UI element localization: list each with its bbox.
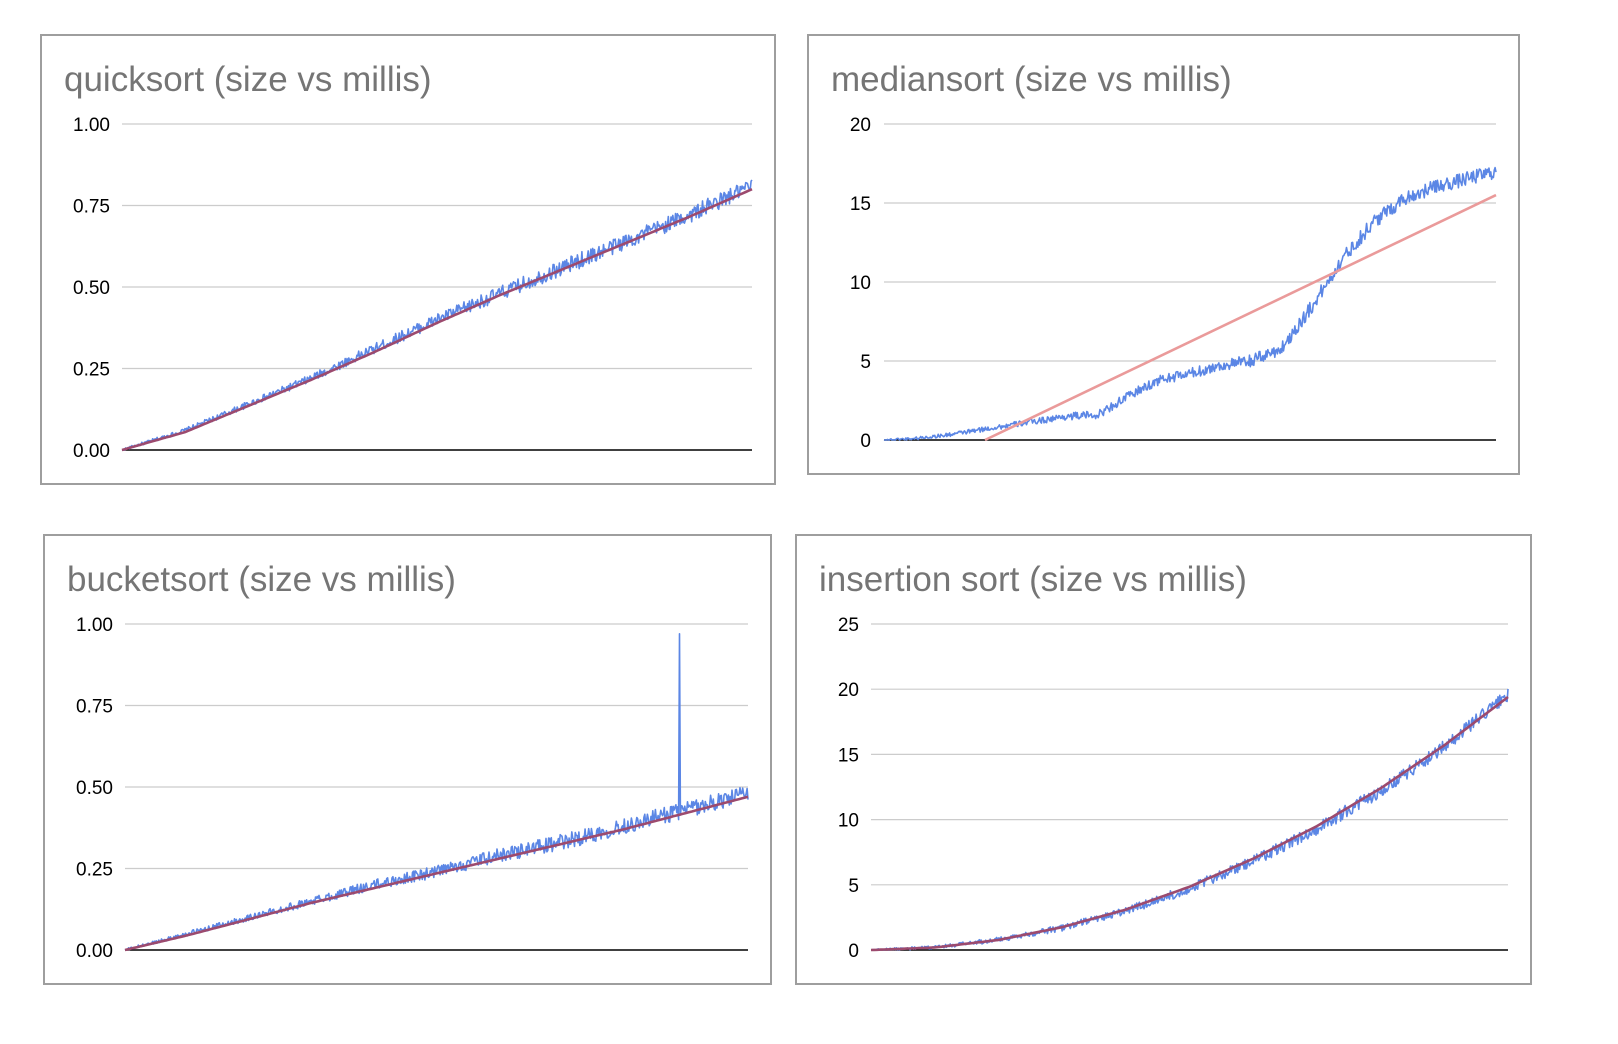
chart-quicksort: quicksort (size vs millis) 1.00 0.75 0.50 0… bbox=[64, 60, 753, 462]
y-tick-label: 1.00 bbox=[73, 115, 110, 136]
y-tick-label: 15 bbox=[838, 745, 859, 766]
trendline bbox=[121, 188, 753, 452]
y-tick-label: 10 bbox=[850, 273, 871, 294]
chart-insertion-sort: insertion sort (size vs millis) 25 20 15 10… bbox=[819, 560, 1509, 962]
y-tick-label: 15 bbox=[850, 194, 871, 215]
chart-title: quicksort (size vs millis) bbox=[64, 60, 432, 99]
y-tick-label: 10 bbox=[838, 811, 859, 832]
y-tick-label: 0.00 bbox=[73, 441, 110, 462]
y-tick-label: 20 bbox=[850, 115, 871, 136]
chart-panel-insertion-sort: insertion sort (size vs millis) 25 20 15 10… bbox=[795, 534, 1532, 985]
y-tick-label: 25 bbox=[838, 615, 859, 636]
y-tick-label: 0 bbox=[848, 941, 859, 962]
chart-panel-bucketsort: bucketsort (size vs millis) 1.00 0.75 0.50… bbox=[43, 534, 772, 985]
y-tick-label: 0.50 bbox=[76, 778, 113, 799]
y-tick-label: 0.00 bbox=[76, 941, 113, 962]
y-tick-label: 0.25 bbox=[73, 360, 110, 381]
y-tick-label: 0.25 bbox=[76, 860, 113, 881]
chart-title: bucketsort (size vs millis) bbox=[67, 560, 456, 599]
y-tick-label: 0 bbox=[860, 431, 871, 452]
y-tick-label: 0.75 bbox=[76, 697, 113, 718]
data-series-line bbox=[121, 179, 753, 451]
chart-bucketsort: bucketsort (size vs millis) 1.00 0.75 0.50… bbox=[67, 560, 749, 962]
chart-title: insertion sort (size vs millis) bbox=[819, 560, 1247, 599]
y-tick-label: 20 bbox=[838, 680, 859, 701]
data-series-line bbox=[883, 166, 1497, 441]
chart-panel-mediansort: mediansort (size vs millis) 20 15 10 5 0 bbox=[807, 34, 1520, 475]
y-tick-label: 0.75 bbox=[73, 197, 110, 218]
y-tick-label: 1.00 bbox=[76, 615, 113, 636]
y-tick-label: 0.50 bbox=[73, 278, 110, 299]
trendline bbox=[984, 193, 1497, 442]
chart-mediansort: mediansort (size vs millis) 20 15 10 5 0 bbox=[831, 60, 1497, 452]
trendline bbox=[124, 795, 749, 952]
trendline bbox=[870, 695, 1509, 952]
y-tick-label: 5 bbox=[848, 876, 859, 897]
chart-panel-quicksort: quicksort (size vs millis) 1.00 0.75 0.50 0… bbox=[40, 34, 776, 485]
chart-title: mediansort (size vs millis) bbox=[831, 60, 1232, 99]
data-series-line bbox=[124, 633, 749, 951]
y-tick-label: 5 bbox=[860, 352, 871, 373]
